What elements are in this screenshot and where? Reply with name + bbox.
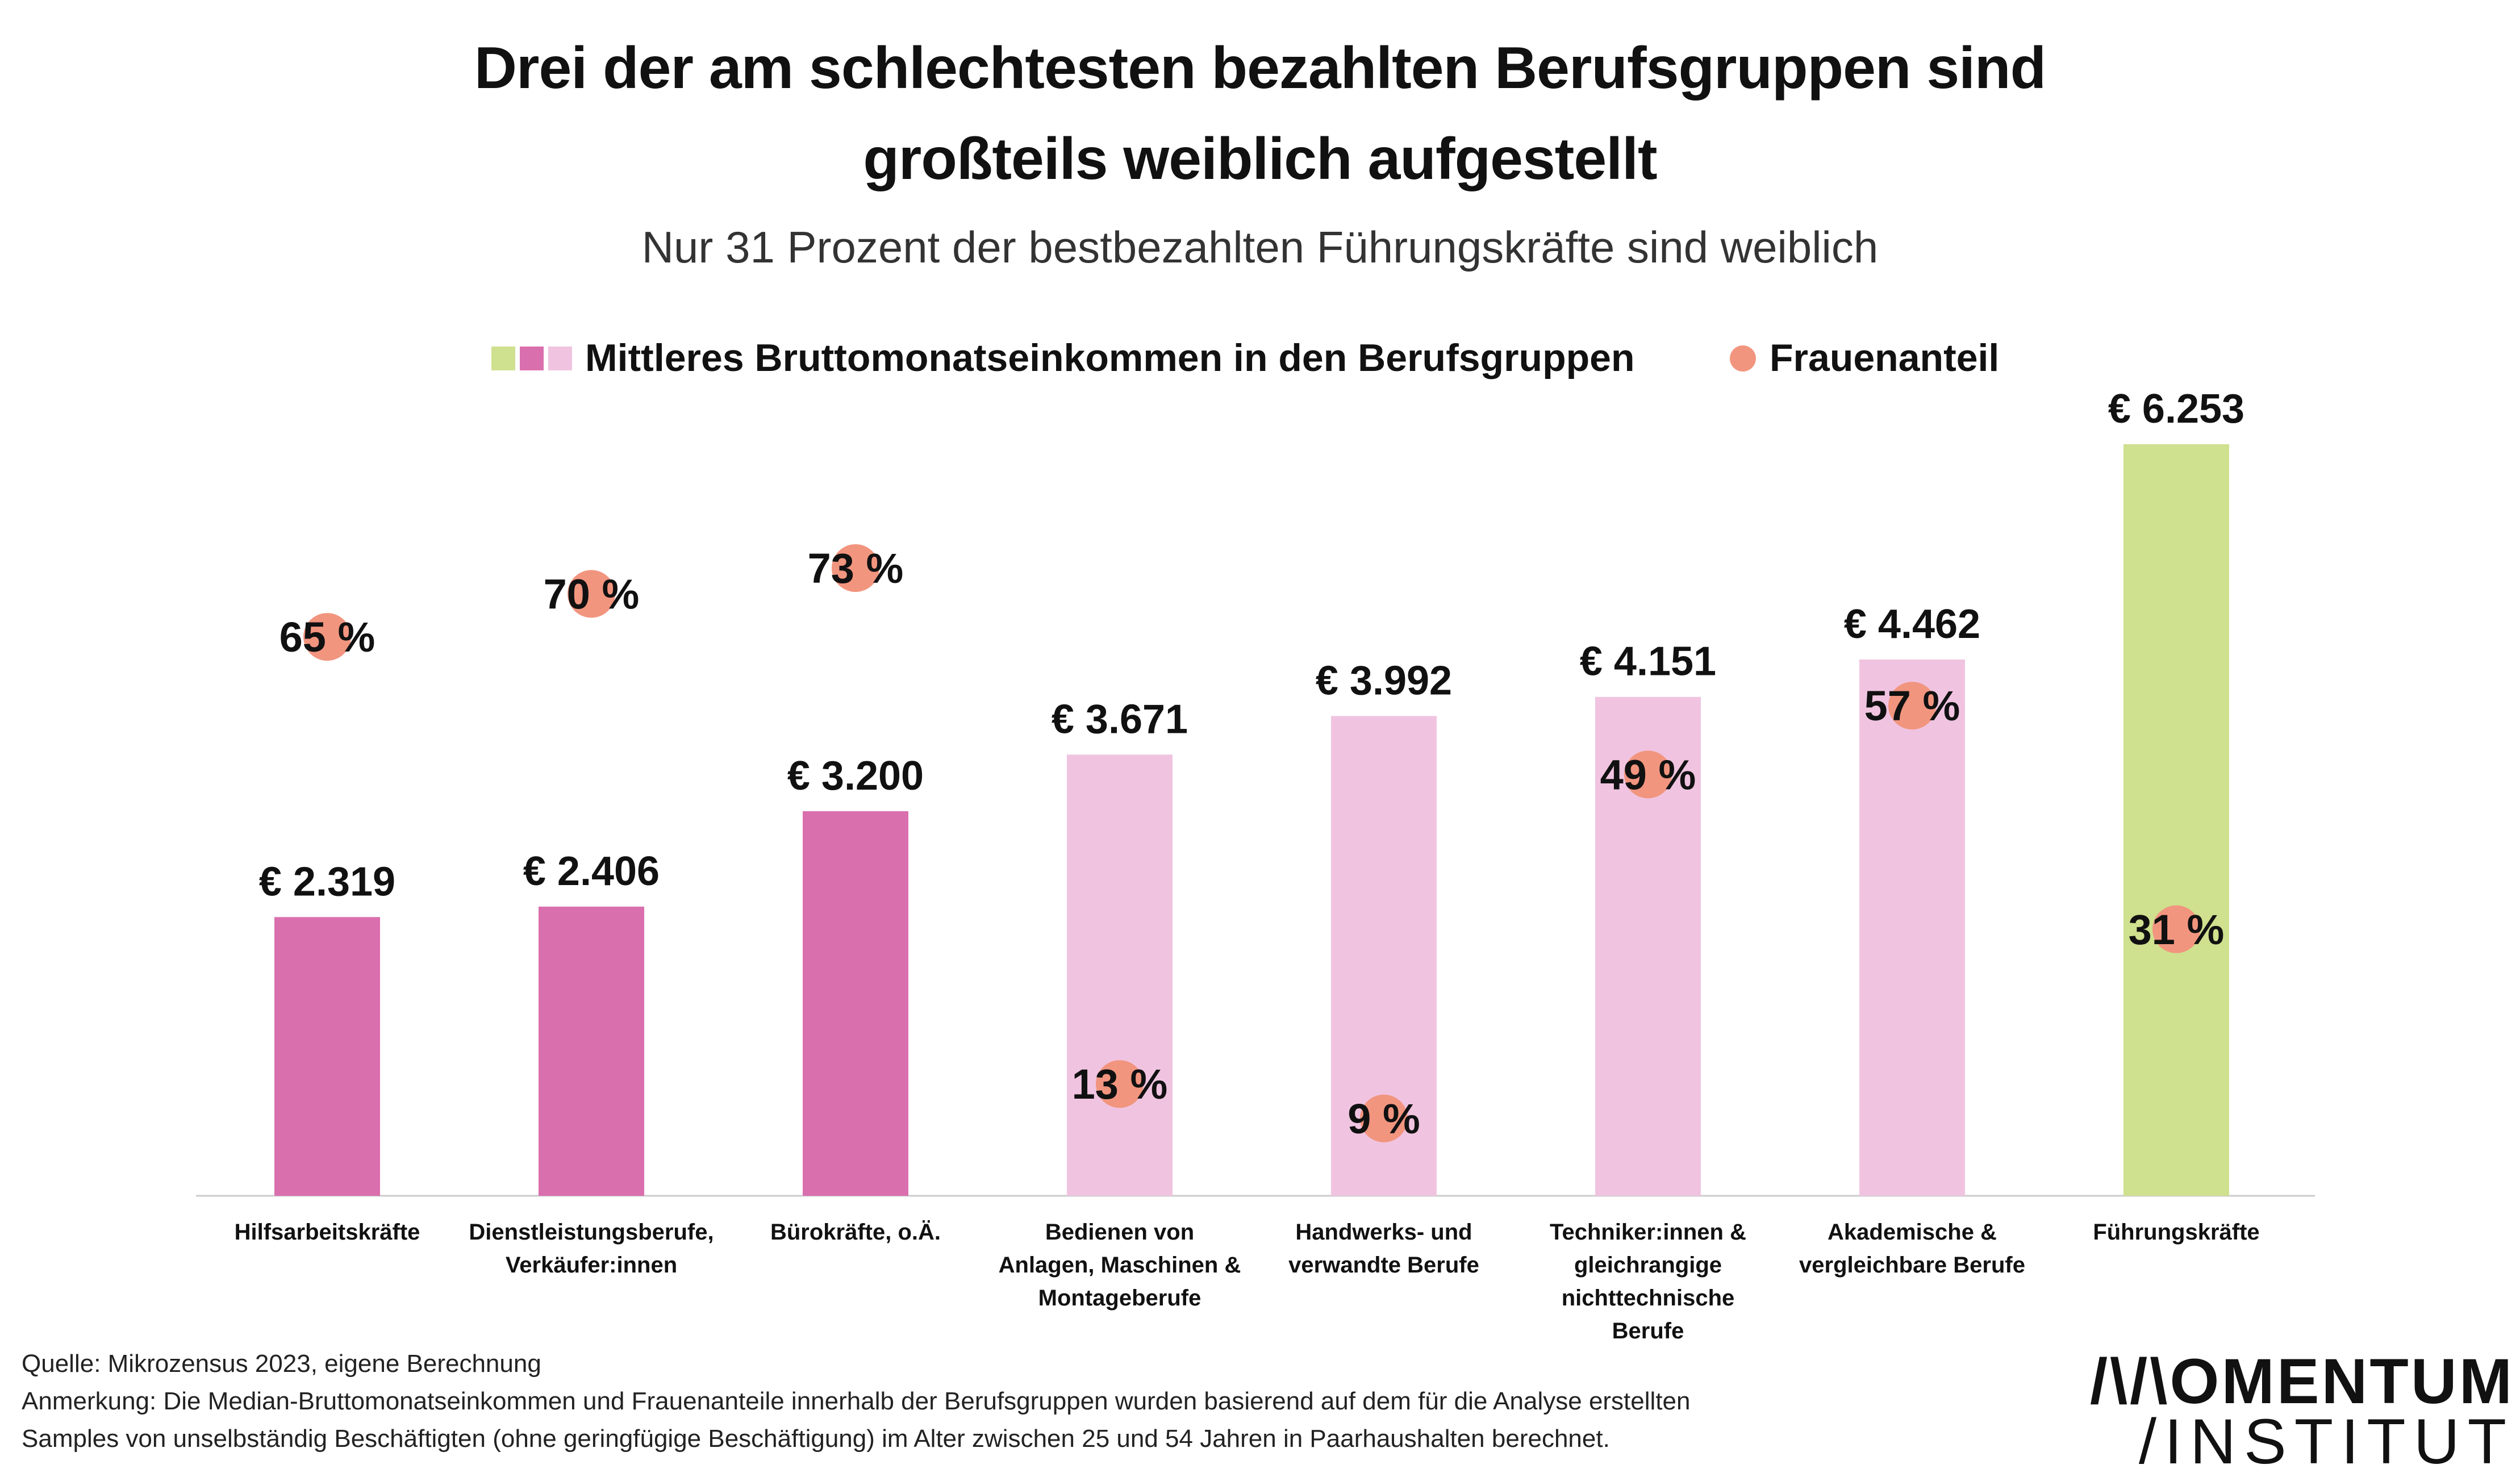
income-value-label-8: € 6.253 [2108,386,2244,432]
women-share-label-5: 9 % [1347,1095,1420,1142]
category-label-7-line-1: Akademische & [1828,1220,1997,1245]
legend-swatch-dark [520,347,544,370]
category-label-5: Handwerks- und verwandte Berufe [1288,1220,1479,1278]
category-label-4-line-2: Anlagen, Maschinen & [999,1253,1241,1278]
category-label-3-line-1: Bürokräfte, o.Ä. [770,1220,941,1245]
income-bar-2 [539,906,644,1196]
women-share-dot-3 [832,544,879,592]
chart-title: Drei der am schlechtesten bezahlten Beru… [0,23,2520,205]
category-label-1-line-1: Hilfsarbeitskräfte [235,1220,420,1245]
women-share-label-4: 13 % [1072,1061,1168,1108]
women-share-dot-8 [2152,905,2200,953]
category-label-8: Führungskräfte [2093,1220,2259,1245]
income-value-label-2: € 2.406 [523,849,660,894]
income-value-label-3: € 3.200 [787,753,924,799]
category-label-2-line-2: Verkäufer:innen [506,1253,677,1278]
income-bar-3 [803,811,908,1196]
category-label-4-line-3: Montageberufe [1038,1286,1201,1311]
chart-subtitle: Nur 31 Prozent der bestbezahlten Führung… [641,222,1879,272]
women-share-label-7: 57 % [1864,682,1960,729]
category-label-6-line-3: nichttechnische [1562,1286,1735,1311]
income-bar-8 [2123,444,2229,1196]
category-label-7: Akademische & vergleichbare Berufe [1799,1220,2025,1278]
category-label-6-line-1: Techniker:innen & [1550,1220,1746,1245]
income-value-label-5: € 3.992 [1316,658,1452,703]
footnote-source: Quelle: Mikrozensus 2023, eigene Berechn… [22,1350,541,1378]
income-value-label-6: € 4.151 [1580,639,1716,685]
momentum-logo-line-2: /INSTITUT [2138,1406,2514,1477]
legend-dot-women-share [1730,345,1756,372]
income-bar-4 [1067,754,1173,1196]
income-value-label-4: € 3.671 [1052,696,1188,742]
income-value-label-1: € 2.319 [259,859,395,904]
category-label-6-line-2: gleichrangige [1574,1253,1722,1278]
women-share-dot-6 [1624,750,1672,799]
category-label-5-line-2: verwandte Berufe [1288,1253,1479,1278]
income-bar-1 [274,917,380,1196]
chart-title-line-1: Drei der am schlechtesten bezahlten Beru… [474,35,2046,101]
women-share-label-6: 49 % [1600,751,1696,798]
women-share-dot-4 [1096,1060,1144,1108]
footnote-note-line-2: Samples von unselbständig Beschäftigten … [22,1425,1610,1453]
category-label-2: Dienstleistungsberufe, Verkäufer:innen [469,1220,714,1278]
category-label-4: Bedienen von Anlagen, Maschinen & Montageb… [999,1220,1241,1311]
category-label-7-line-2: vergleichbare Berufe [1799,1253,2025,1278]
momentum-logo-line-1: /\/\OMENTUM [2089,1346,2514,1417]
footnote-note-line-1: Anmerkung: Die Median-Bruttomonatseinkom… [22,1387,1691,1415]
income-bar-7 [1859,659,1965,1196]
women-share-dot-7 [1888,682,1936,730]
women-share-dot-5 [1360,1094,1408,1142]
women-share-dot-2 [568,570,615,618]
women-share-label-3: 73 % [808,545,904,592]
category-label-3: Bürokräfte, o.Ä. [770,1220,941,1245]
women-share-label-1: 65 % [279,614,376,661]
chart-legend: Mittleres Bruttomonatseinkommen in den B… [0,327,2520,389]
women-share-dot-1 [303,613,351,661]
category-label-1: Hilfsarbeitskräfte [235,1220,420,1245]
category-label-4-line-1: Bedienen von [1045,1220,1194,1245]
category-label-8-line-1: Führungskräfte [2093,1220,2259,1245]
category-label-6: Techniker:innen & gleichrangige nichttechn… [1550,1220,1746,1344]
legend-label-women-share: Frauenanteil [1770,336,2000,379]
category-label-5-line-1: Handwerks- und [1295,1220,1472,1245]
legend-swatch-light [548,347,572,370]
legend-label-income: Mittleres Bruttomonatseinkommen in den B… [585,336,1635,379]
women-share-label-2: 70 % [544,570,640,617]
women-share-label-8: 31 % [2129,906,2225,953]
category-label-6-line-4: Berufe [1612,1319,1684,1344]
chart-title-line-2: großteils weiblich aufgestellt [863,126,1657,192]
category-label-2-line-1: Dienstleistungsberufe, [469,1220,714,1245]
legend-swatch-green [491,347,515,370]
income-value-label-7: € 4.462 [1844,602,1980,647]
